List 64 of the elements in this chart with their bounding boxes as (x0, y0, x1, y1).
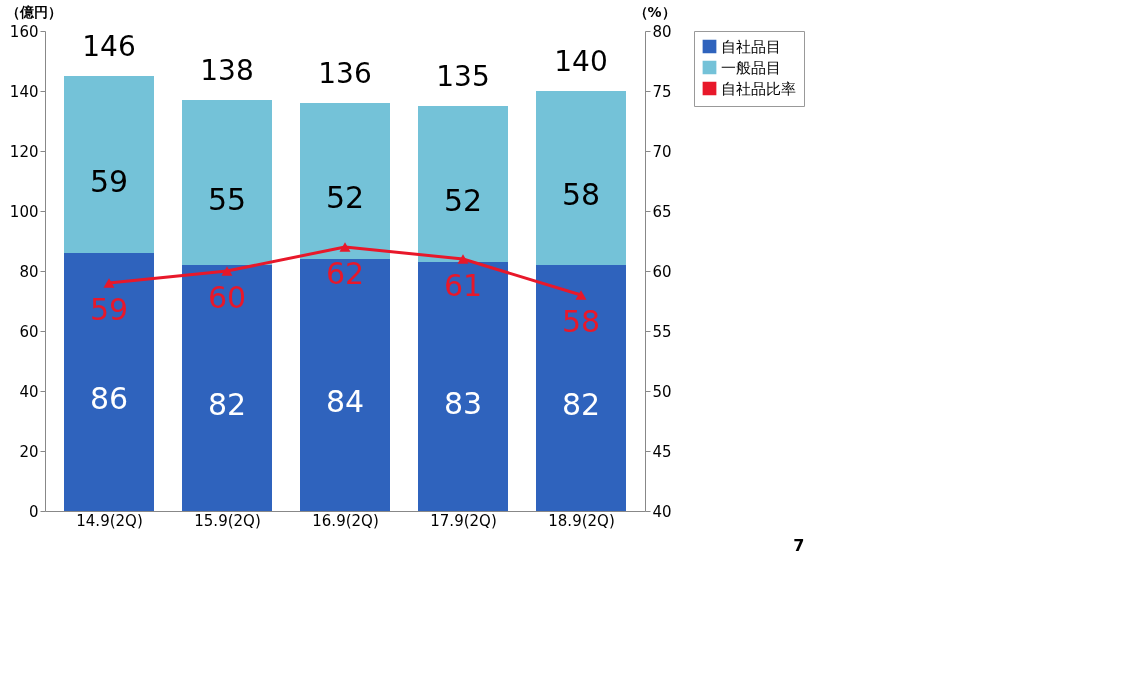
x-tick-label: 16.9(2Q) (312, 511, 379, 530)
y-tick-label: 40 (19, 382, 39, 401)
y2-tick-label: 60 (652, 262, 672, 281)
y-tick-label: 140 (9, 82, 39, 101)
y-tick-label: 160 (9, 22, 39, 41)
point (457, 254, 469, 264)
data-label: 62 (325, 256, 365, 291)
data-label: 84 (325, 384, 365, 419)
y-tick-label: 120 (9, 142, 39, 161)
bar (536, 265, 626, 511)
data-label: 58 (561, 177, 601, 212)
y2-tick-label: 45 (652, 442, 672, 461)
x-tick-label: 17.9(2Q) (430, 511, 497, 530)
legend-label: 自社品比率 (721, 79, 796, 98)
data-label: 52 (443, 183, 483, 218)
y-tick-label: 100 (9, 202, 39, 221)
total-label: 146 (82, 30, 136, 63)
data-label: 55 (207, 181, 247, 217)
x-tick-label: 15.9(2Q) (194, 511, 261, 530)
y2-tick-label: 55 (652, 322, 672, 341)
data-label: 86 (89, 381, 129, 416)
legend-label: 一般品目 (721, 58, 781, 77)
text: 7 (793, 536, 805, 555)
point (575, 290, 587, 300)
total-label: 140 (554, 45, 608, 78)
y-tick-label: 60 (19, 322, 39, 341)
y2-tick-label: 40 (652, 502, 672, 521)
x-tick-label: 14.9(2Q) (76, 511, 143, 530)
data-label: 52 (325, 180, 365, 215)
y2-tick-label: 80 (652, 22, 672, 41)
point (221, 266, 233, 276)
data-label: 83 (443, 385, 483, 421)
data-label: 58 (561, 304, 601, 339)
y-tick-label: 0 (28, 502, 39, 521)
bar (182, 265, 272, 511)
total-label: 136 (318, 57, 372, 90)
point (339, 242, 351, 252)
point (103, 278, 115, 288)
y-tick-label: 80 (19, 262, 39, 281)
bar (300, 259, 390, 511)
y2-tick-label: 75 (652, 82, 672, 101)
bar (64, 253, 154, 511)
data-label: 82 (207, 387, 247, 422)
bar (536, 91, 626, 265)
y2-tick-label: 50 (652, 382, 672, 401)
bar (182, 100, 272, 265)
bar (300, 103, 390, 259)
y-tick-label: 20 (19, 442, 39, 461)
data-label: 61 (443, 268, 483, 303)
x-tick-label: 18.9(2Q) (548, 511, 615, 530)
data-label: 82 (561, 387, 601, 422)
y2-axis-title: （%） (633, 3, 676, 20)
data-label: 59 (89, 163, 129, 199)
y2-tick-label: 65 (652, 202, 672, 221)
data-label: 59 (89, 292, 129, 327)
total-label: 138 (200, 54, 254, 87)
bar (418, 262, 508, 511)
bar (64, 76, 154, 253)
data-label: 60 (207, 280, 247, 315)
legend-label: 自社品目 (721, 37, 781, 56)
bar (418, 106, 508, 262)
total-label: 135 (436, 60, 490, 93)
y-axis-title: （億円） (5, 3, 62, 20)
y2-tick-label: 70 (652, 142, 672, 161)
